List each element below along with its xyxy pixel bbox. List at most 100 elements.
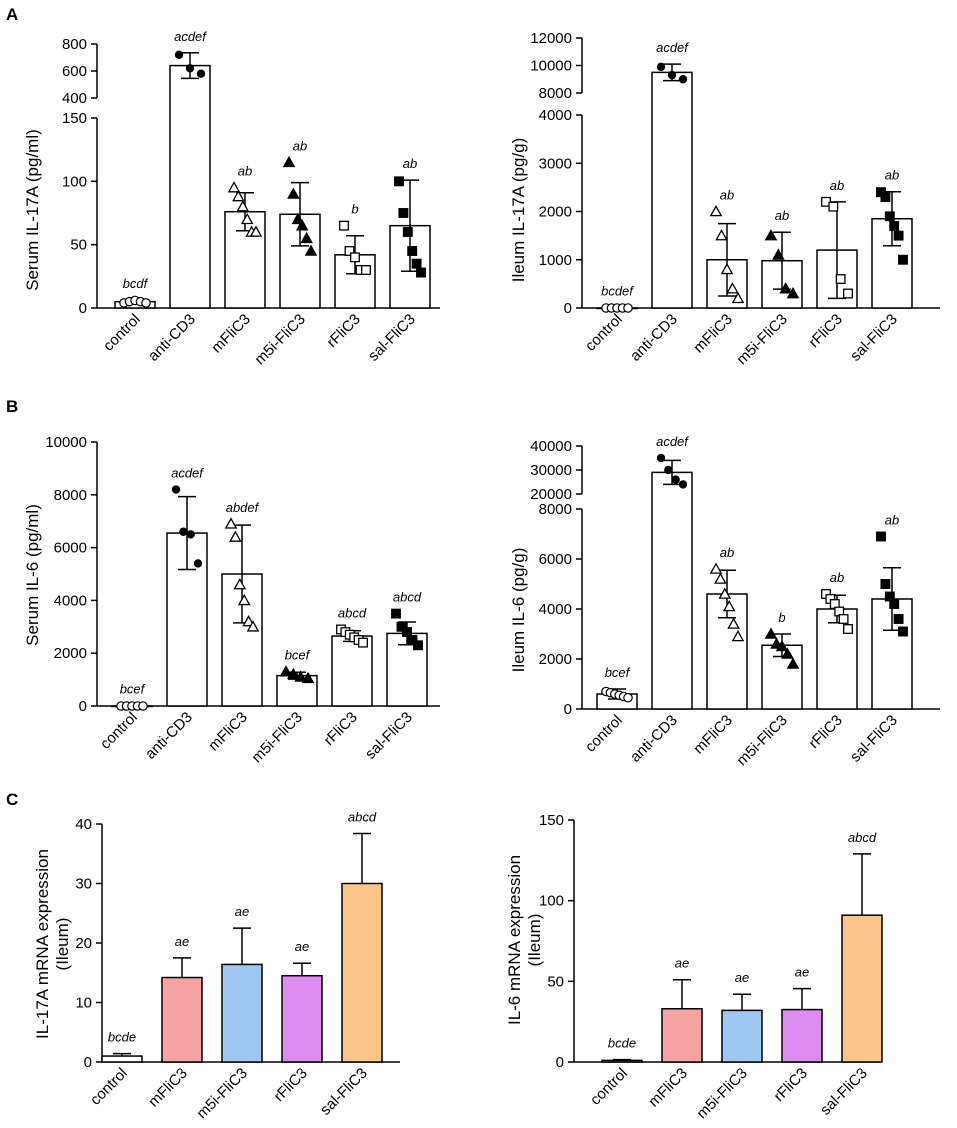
significance-label: bcef bbox=[120, 682, 146, 697]
y-tick-label: 2000 bbox=[54, 645, 87, 662]
data-point bbox=[186, 530, 195, 539]
y-tick-label: 10000 bbox=[530, 58, 572, 75]
significance-label: ae bbox=[795, 965, 809, 980]
data-point bbox=[391, 608, 401, 619]
data-point bbox=[411, 258, 422, 269]
data-point bbox=[402, 227, 413, 237]
data-point bbox=[294, 670, 307, 682]
data-point bbox=[138, 701, 148, 711]
data-point bbox=[667, 70, 677, 80]
bar-anti-cd3 bbox=[651, 71, 693, 309]
data-point bbox=[709, 562, 723, 574]
data-point bbox=[656, 62, 666, 72]
data-point bbox=[416, 267, 426, 278]
data-point bbox=[291, 212, 305, 225]
chart-a-right: 0 1000 2000 3000 4000 8000 10000 12000 Ileum IL-… bbox=[509, 30, 940, 368]
data-point bbox=[402, 627, 412, 638]
category-label: rFliC3 bbox=[771, 1065, 811, 1105]
significance-label: b bbox=[351, 202, 358, 217]
y-tick-label: 1000 bbox=[539, 252, 572, 269]
y-tick-label: 10 bbox=[75, 995, 92, 1012]
y-tick-label: 40 bbox=[75, 816, 92, 833]
y-tick-label: 30 bbox=[75, 876, 92, 893]
category-label: mFliC3 bbox=[205, 709, 251, 755]
bar-mflic3 bbox=[161, 976, 203, 1063]
y-tick-label: 0 bbox=[84, 1054, 92, 1071]
significance-label: bcde bbox=[608, 1036, 636, 1051]
data-point bbox=[843, 624, 853, 634]
y-tick-label: 40000 bbox=[530, 438, 572, 455]
bar-mflic3 bbox=[221, 573, 263, 707]
data-point bbox=[720, 262, 734, 275]
category-label: rFliC3 bbox=[271, 1065, 311, 1105]
data-point bbox=[843, 288, 853, 299]
significance-label: ae bbox=[735, 970, 749, 985]
y-tick-label: 10000 bbox=[45, 434, 87, 451]
data-point bbox=[344, 246, 355, 256]
bar-anti-cd3 bbox=[651, 471, 693, 710]
y-tick-label: 3000 bbox=[539, 155, 572, 172]
y-tick-label: 100 bbox=[62, 173, 87, 190]
bar-rflic3 bbox=[281, 974, 323, 1063]
y-axis-label: IL-17A mRNA expression bbox=[33, 849, 52, 1039]
bar-rflic3 bbox=[816, 608, 858, 710]
category-label: mFliC3 bbox=[145, 1065, 191, 1111]
data-point bbox=[726, 282, 739, 294]
data-point bbox=[282, 155, 296, 168]
y-tick-label: 30000 bbox=[530, 462, 572, 479]
significance-label: abcd bbox=[848, 830, 877, 845]
data-point bbox=[279, 665, 293, 677]
panel-letter-a: A bbox=[6, 5, 18, 24]
y-tick-label: 150 bbox=[62, 110, 87, 127]
y-tick-label: 600 bbox=[62, 63, 87, 80]
category-label: control bbox=[587, 1065, 631, 1109]
y-axis-label: IL-6 mRNA expression bbox=[505, 855, 524, 1025]
y-tick-label: 2000 bbox=[539, 651, 572, 668]
data-point bbox=[880, 192, 891, 202]
bar-sal-flic3 bbox=[341, 882, 383, 1063]
category-label: mFliC3 bbox=[690, 311, 736, 357]
category-label: anti-CD3 bbox=[145, 311, 199, 365]
data-point bbox=[304, 244, 318, 256]
significance-label: ab bbox=[830, 178, 844, 193]
category-label: mFliC3 bbox=[208, 311, 254, 357]
significance-label: bcdf bbox=[123, 276, 149, 291]
data-point bbox=[718, 587, 732, 599]
data-point bbox=[240, 212, 254, 225]
data-point bbox=[731, 291, 745, 304]
y-tick-label: 150 bbox=[539, 812, 564, 829]
category-label: mFliC3 bbox=[645, 1065, 691, 1111]
y-axis-label: Ileum IL-17A (pg/g) bbox=[509, 138, 528, 283]
data-point bbox=[898, 626, 908, 637]
data-point bbox=[232, 189, 245, 202]
significance-label: ae bbox=[675, 956, 689, 971]
data-point bbox=[287, 667, 300, 680]
data-point bbox=[300, 231, 313, 244]
category-label: control bbox=[582, 712, 626, 756]
category-label: anti-CD3 bbox=[627, 311, 681, 365]
category-label: sal-FliC3 bbox=[362, 709, 416, 763]
significance-label: ab bbox=[830, 570, 844, 585]
y-tick-label: 4000 bbox=[539, 601, 572, 618]
y-tick-label: 12000 bbox=[530, 30, 572, 47]
data-point bbox=[722, 599, 736, 612]
y-axis-label: Serum IL-17A (pg/ml) bbox=[23, 129, 42, 291]
bar-m5i-flic3 bbox=[721, 1009, 763, 1063]
significance-label: bcef bbox=[605, 665, 631, 680]
y-tick-label: 8000 bbox=[539, 501, 572, 518]
data-point bbox=[301, 671, 315, 684]
y-tick-label: 50 bbox=[547, 973, 564, 990]
data-point bbox=[786, 657, 800, 669]
significance-label: ab bbox=[293, 138, 307, 153]
data-point bbox=[876, 531, 886, 542]
data-point bbox=[350, 252, 360, 263]
significance-label: acdef bbox=[174, 29, 207, 44]
significance-label: ae bbox=[175, 934, 189, 949]
data-point bbox=[361, 265, 371, 275]
bar-control bbox=[601, 1059, 643, 1063]
data-point bbox=[893, 230, 904, 241]
y-tick-label: 0 bbox=[556, 1054, 564, 1071]
category-label: rFliC3 bbox=[324, 311, 364, 351]
significance-label: ab bbox=[720, 188, 734, 203]
